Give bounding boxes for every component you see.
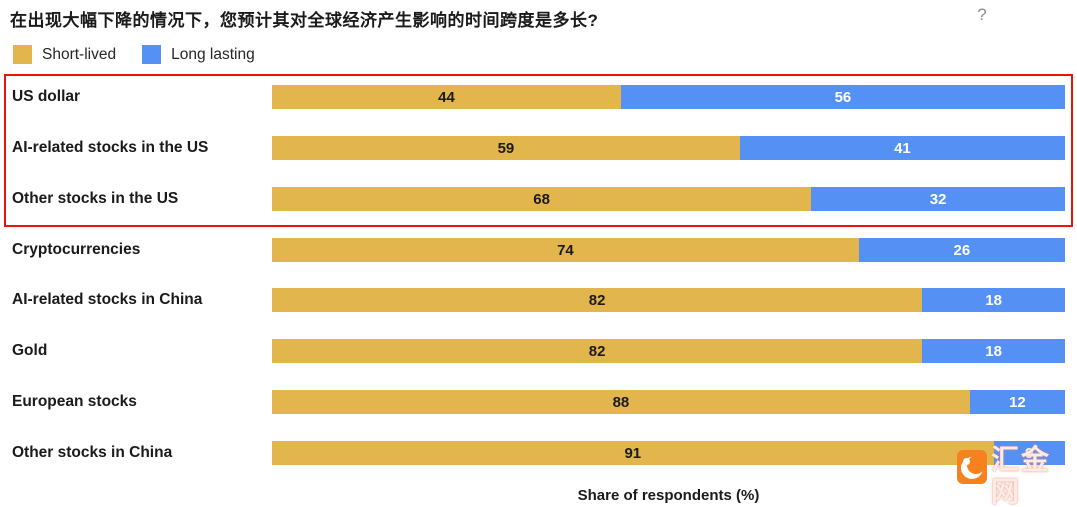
bar-segment-long-lasting: 56	[620, 85, 1065, 109]
legend-item-short-lived: Short-lived	[13, 45, 116, 64]
value-label: 32	[929, 190, 947, 208]
value-label: 91	[624, 444, 642, 462]
chart-row: Other stocks in China 91 9	[0, 441, 1077, 465]
bar-segment-short-lived: 88	[272, 390, 970, 414]
bar-segment-long-lasting: 12	[969, 390, 1065, 414]
value-label: 44	[438, 88, 455, 106]
bar-segment-long-lasting: 41	[739, 136, 1065, 160]
chart-row: AI-related stocks in the US 59 41	[0, 136, 1077, 160]
bar-segment-short-lived: 91	[272, 441, 994, 465]
chart-row: European stocks 88 12	[0, 390, 1077, 414]
bar-segment-short-lived: 82	[272, 339, 923, 363]
page-title: 在出现大幅下降的情况下，您预计其对全球经济产生影响的时间跨度是多长?	[10, 11, 599, 30]
value-label: 12	[1009, 393, 1026, 411]
category-label: Cryptocurrencies	[12, 241, 141, 258]
value-label: 82	[588, 291, 606, 309]
legend-swatch-long-lasting	[142, 45, 162, 64]
bar-segment-short-lived: 59	[272, 136, 740, 160]
x-axis-label: Share of respondents (%)	[577, 487, 760, 504]
bar-segment-long-lasting: 18	[922, 339, 1065, 363]
value-label: 82	[588, 342, 606, 360]
legend-swatch-short-lived	[13, 45, 32, 64]
value-label: 56	[834, 88, 852, 106]
bar-segment-long-lasting: 26	[858, 238, 1065, 262]
stacked-bar: 74 26	[272, 238, 1065, 262]
bar-segment-long-lasting: 18	[922, 288, 1065, 312]
chart-row: Cryptocurrencies 74 26	[0, 238, 1077, 262]
legend-item-long-lasting: Long lasting	[142, 45, 255, 64]
category-label: European stocks	[12, 393, 137, 410]
stacked-bar: 82 18	[272, 288, 1065, 312]
category-label: Other stocks in China	[12, 444, 173, 461]
value-label: 9	[1025, 444, 1034, 462]
bar-segment-long-lasting: 9	[993, 441, 1065, 465]
value-label: 18	[985, 342, 1002, 360]
category-label: Other stocks in the US	[12, 190, 179, 207]
value-label: 88	[612, 393, 630, 411]
legend-label-long-lasting: Long lasting	[171, 45, 255, 63]
legend-label-short-lived: Short-lived	[42, 45, 117, 63]
value-label: 74	[557, 241, 574, 259]
value-label: 68	[533, 190, 550, 208]
bar-segment-short-lived: 44	[272, 85, 621, 109]
help-icon[interactable]: ?	[977, 5, 987, 24]
stacked-bar: 91 9	[272, 441, 1065, 465]
legend: Short-lived Long lasting	[13, 45, 255, 64]
stacked-bar: 68 32	[272, 187, 1065, 211]
category-label: AI-related stocks in the US	[12, 139, 209, 156]
category-label: Gold	[12, 342, 48, 359]
stacked-bar: 59 41	[272, 136, 1065, 160]
value-label: 26	[953, 241, 971, 259]
value-label: 59	[497, 139, 515, 157]
stacked-bar: 44 56	[272, 85, 1065, 109]
value-label: 41	[894, 139, 911, 157]
bar-segment-short-lived: 68	[272, 187, 812, 211]
stacked-bar: 88 12	[272, 390, 1065, 414]
chart-row: US dollar 44 56	[0, 85, 1077, 109]
chart-row: Other stocks in the US 68 32	[0, 187, 1077, 211]
bar-segment-short-lived: 82	[272, 288, 923, 312]
bar-segment-long-lasting: 32	[811, 187, 1065, 211]
chart-row: AI-related stocks in China 82 18	[0, 288, 1077, 312]
chart-row: Gold 82 18	[0, 339, 1077, 363]
value-label: 18	[985, 291, 1002, 309]
category-label: US dollar	[12, 88, 81, 105]
stacked-bar: 82 18	[272, 339, 1065, 363]
bar-segment-short-lived: 74	[272, 238, 859, 262]
category-label: AI-related stocks in China	[12, 291, 203, 308]
